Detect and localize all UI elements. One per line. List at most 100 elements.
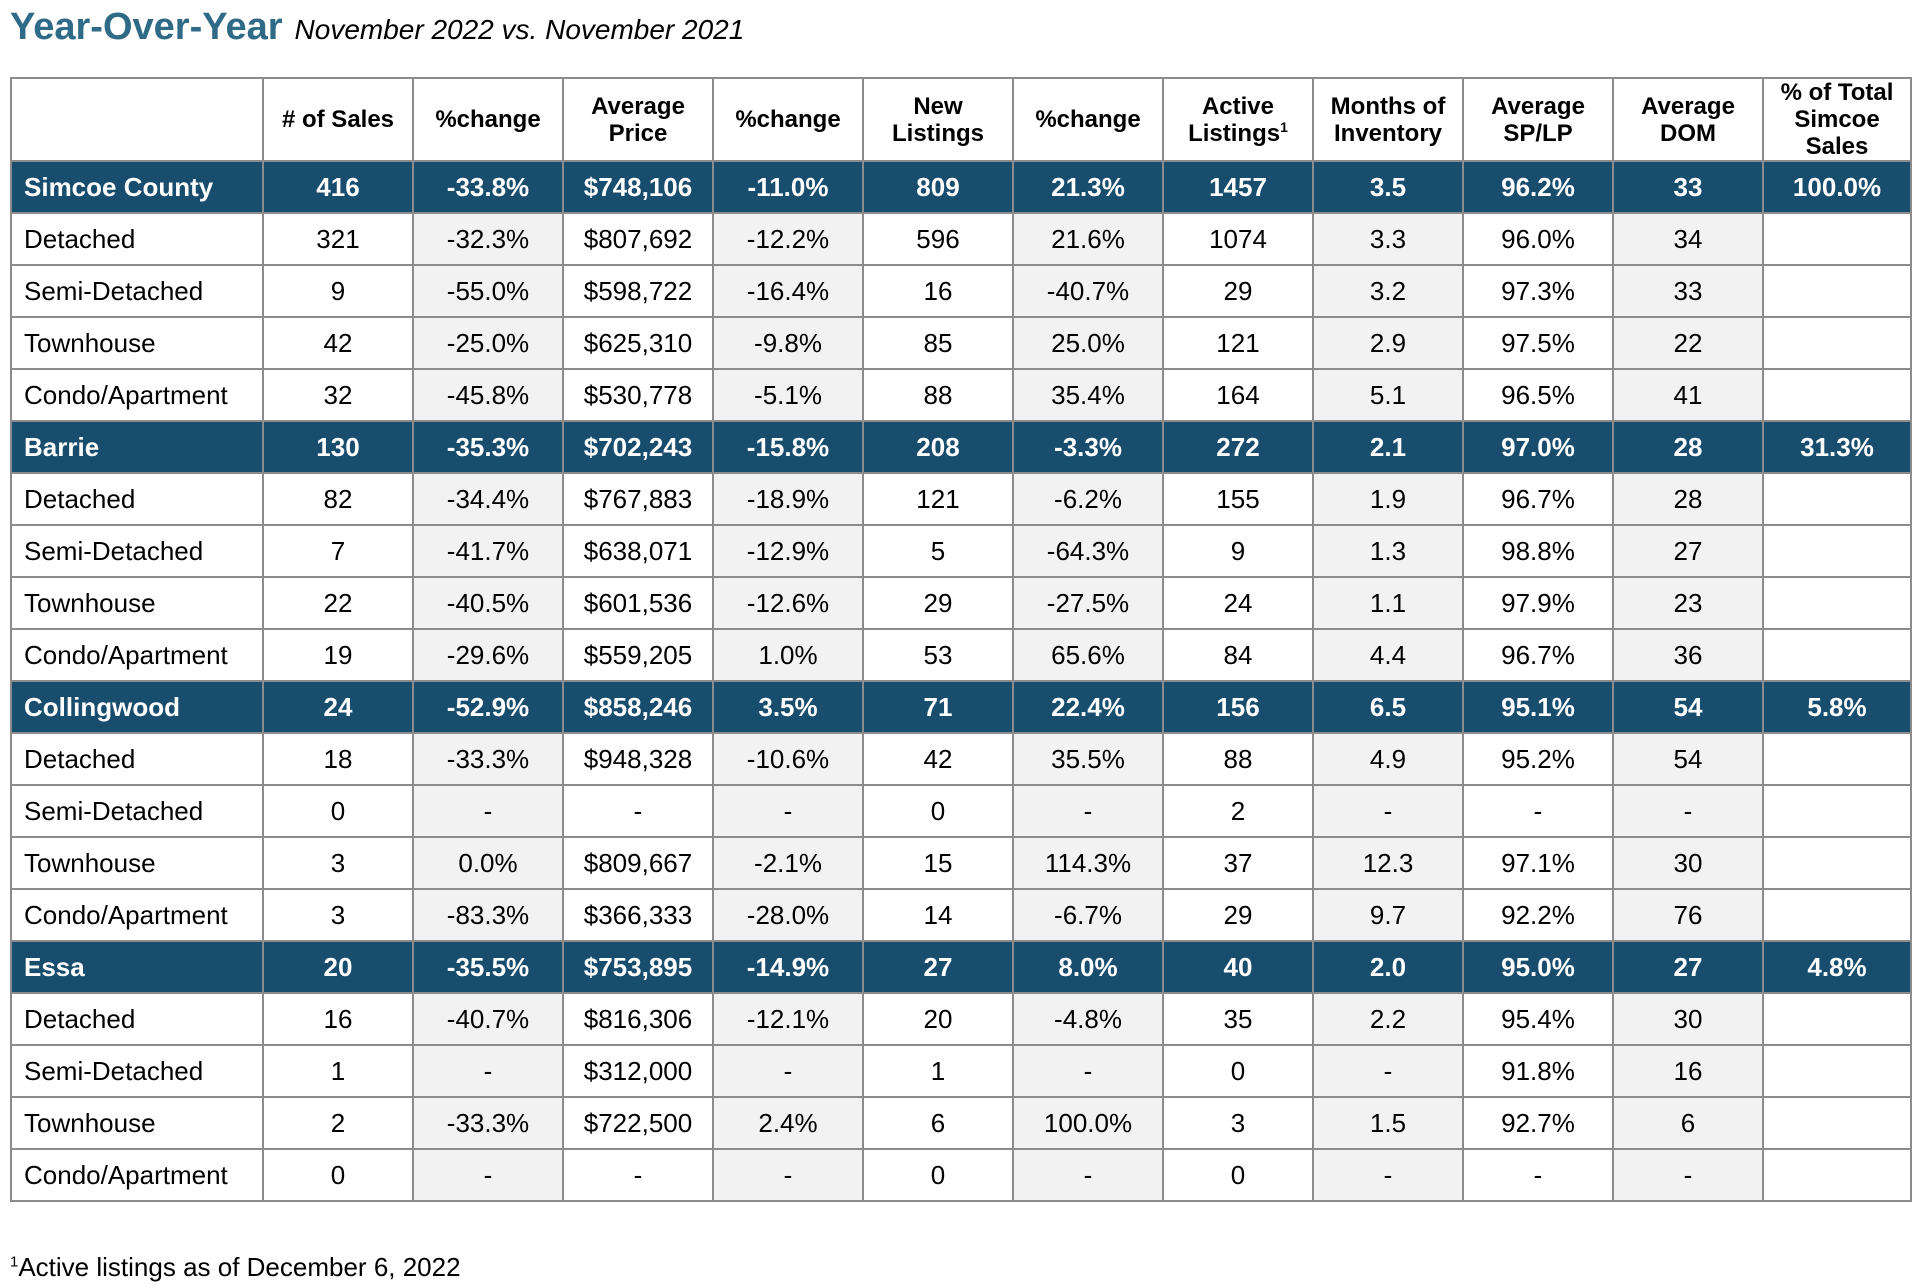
table-cell: 114.3% bbox=[1012, 836, 1164, 890]
table-cell: 4.8% bbox=[1762, 940, 1912, 994]
table-cell: -45.8% bbox=[412, 368, 564, 422]
column-header: %change bbox=[1012, 77, 1164, 162]
region-row: Simcoe County 416 -33.8% $748,106 -11.0% 809 2… bbox=[10, 160, 1912, 214]
table-cell: - bbox=[1312, 1148, 1464, 1202]
table-cell: -2.1% bbox=[712, 836, 864, 890]
table-cell: 34 bbox=[1612, 212, 1764, 266]
table-cell: 3.3 bbox=[1312, 212, 1464, 266]
table-cell: -15.8% bbox=[712, 420, 864, 474]
property-type-name: Semi-Detached bbox=[10, 524, 264, 578]
column-header-active-listings: Active Listings1 bbox=[1162, 77, 1314, 162]
table-cell bbox=[1762, 264, 1912, 318]
property-type-name: Semi-Detached bbox=[10, 1044, 264, 1098]
table-cell: 1.0% bbox=[712, 628, 864, 682]
table-cell: 3.2 bbox=[1312, 264, 1464, 318]
table-cell bbox=[1762, 368, 1912, 422]
table-cell: 0 bbox=[262, 1148, 414, 1202]
table-cell: -52.9% bbox=[412, 680, 564, 734]
table-cell: 96.5% bbox=[1462, 368, 1614, 422]
table-cell: 0 bbox=[862, 1148, 1014, 1202]
property-type-row: Condo/Apartment 0- - -0-0- - - bbox=[10, 1148, 1912, 1202]
table-cell: 92.2% bbox=[1462, 888, 1614, 942]
table-cell: -12.6% bbox=[712, 576, 864, 630]
table-cell: 24 bbox=[262, 680, 414, 734]
property-type-name: Detached bbox=[10, 472, 264, 526]
table-cell: -12.9% bbox=[712, 524, 864, 578]
table-cell: 14 bbox=[862, 888, 1014, 942]
table-cell: 97.3% bbox=[1462, 264, 1614, 318]
table-cell: $753,895 bbox=[562, 940, 714, 994]
property-type-name: Townhouse bbox=[10, 576, 264, 630]
table-cell: - bbox=[562, 1148, 714, 1202]
property-type-name: Semi-Detached bbox=[10, 784, 264, 838]
table-cell: 8.0% bbox=[1012, 940, 1164, 994]
table-cell: $807,692 bbox=[562, 212, 714, 266]
column-header: Average Price bbox=[562, 77, 714, 162]
table-cell: 95.0% bbox=[1462, 940, 1614, 994]
table-cell: - bbox=[1462, 1148, 1614, 1202]
property-type-name: Townhouse bbox=[10, 1096, 264, 1150]
table-cell: $625,310 bbox=[562, 316, 714, 370]
column-header: % of Total Simcoe Sales bbox=[1762, 77, 1912, 162]
table-cell: 155 bbox=[1162, 472, 1314, 526]
table-cell: 24 bbox=[1162, 576, 1314, 630]
table-cell: -28.0% bbox=[712, 888, 864, 942]
table-cell: 30 bbox=[1612, 836, 1764, 890]
table-cell: 6 bbox=[1612, 1096, 1764, 1150]
table-cell: 596 bbox=[862, 212, 1014, 266]
region-name: Simcoe County bbox=[10, 160, 264, 214]
table-cell: 29 bbox=[1162, 888, 1314, 942]
table-cell: 0 bbox=[1162, 1044, 1314, 1098]
table-cell: 416 bbox=[262, 160, 414, 214]
table-cell: -35.5% bbox=[412, 940, 564, 994]
table-cell: 1.1 bbox=[1312, 576, 1464, 630]
table-cell: $702,243 bbox=[562, 420, 714, 474]
property-type-row: Townhouse 22 -40.5% $601,536 -12.6% 29 -27.5% 2… bbox=[10, 576, 1912, 630]
property-type-row: Condo/Apartment 32 -45.8% $530,778 -5.1% 88 35… bbox=[10, 368, 1912, 422]
table-cell: -12.1% bbox=[712, 992, 864, 1046]
table-cell: 95.1% bbox=[1462, 680, 1614, 734]
table-cell: 27 bbox=[1612, 940, 1764, 994]
region-row: Essa 20 -35.5% $753,895 -14.9% 27 8.0% 40 2.0 95.… bbox=[10, 940, 1912, 994]
table-cell: -29.6% bbox=[412, 628, 564, 682]
table-cell: 22 bbox=[262, 576, 414, 630]
table-cell: - bbox=[1462, 784, 1614, 838]
table-cell: 6 bbox=[862, 1096, 1014, 1150]
table-cell: 97.0% bbox=[1462, 420, 1614, 474]
table-cell: 164 bbox=[1162, 368, 1314, 422]
table-cell: 53 bbox=[862, 628, 1014, 682]
table-cell: 65.6% bbox=[1012, 628, 1164, 682]
property-type-name: Condo/Apartment bbox=[10, 628, 264, 682]
table-cell: - bbox=[712, 784, 864, 838]
table-cell bbox=[1762, 1096, 1912, 1150]
property-type-row: Detached 16 -40.7% $816,306 -12.1% 20 -4.8% 35 2… bbox=[10, 992, 1912, 1046]
table-cell: -6.2% bbox=[1012, 472, 1164, 526]
table-cell: 88 bbox=[862, 368, 1014, 422]
table-cell: - bbox=[712, 1148, 864, 1202]
table-cell: $638,071 bbox=[562, 524, 714, 578]
table-cell: - bbox=[1612, 1148, 1764, 1202]
table-cell: -35.3% bbox=[412, 420, 564, 474]
table-cell: -40.7% bbox=[1012, 264, 1164, 318]
table-cell: 33 bbox=[1612, 160, 1764, 214]
table-cell: 2 bbox=[262, 1096, 414, 1150]
table-cell: 2.1 bbox=[1312, 420, 1464, 474]
table-cell: 809 bbox=[862, 160, 1014, 214]
table-cell bbox=[1762, 888, 1912, 942]
property-type-name: Semi-Detached bbox=[10, 264, 264, 318]
table-cell: 2.2 bbox=[1312, 992, 1464, 1046]
column-header: Average DOM bbox=[1612, 77, 1764, 162]
table-cell: 3 bbox=[262, 836, 414, 890]
table-cell: $601,536 bbox=[562, 576, 714, 630]
table-cell: - bbox=[712, 1044, 864, 1098]
table-cell: 7 bbox=[262, 524, 414, 578]
table-cell: - bbox=[1612, 784, 1764, 838]
table-cell: 0 bbox=[262, 784, 414, 838]
property-type-name: Detached bbox=[10, 732, 264, 786]
property-type-name: Townhouse bbox=[10, 836, 264, 890]
table-cell: - bbox=[562, 784, 714, 838]
table-cell: 19 bbox=[262, 628, 414, 682]
column-header: %change bbox=[712, 77, 864, 162]
table-cell: 1.3 bbox=[1312, 524, 1464, 578]
table-cell: -5.1% bbox=[712, 368, 864, 422]
